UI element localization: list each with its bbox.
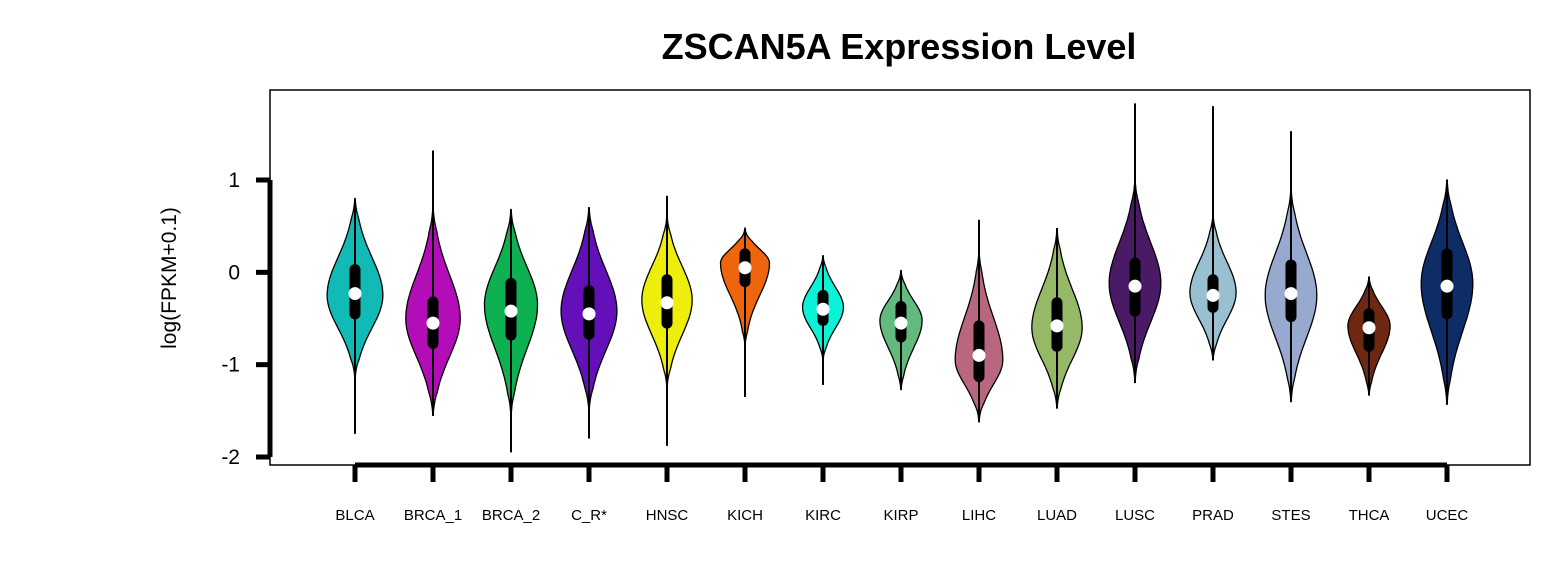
- x-tick-label: KIRP: [883, 507, 918, 524]
- violin-lihc: [954, 219, 1004, 423]
- x-tick-label: THCA: [1349, 507, 1390, 524]
- violin-median: [894, 316, 908, 330]
- violin-kirp: [879, 269, 923, 391]
- x-tick-label: BRCA_1: [404, 507, 462, 524]
- x-axis: BLCA BRCA_1 BRCA_2 C_R* HNSC KICH KIRC KIRP LIHC…: [335, 462, 1469, 524]
- violin-stes: [1264, 131, 1318, 403]
- x-tick-label: STES: [1271, 507, 1310, 524]
- x-tick-label: LUAD: [1037, 507, 1077, 524]
- y-tick-label: 1: [228, 169, 240, 192]
- violin-lusc: [1108, 103, 1162, 384]
- violin-median: [1206, 288, 1220, 302]
- x-tick-label: KICH: [727, 507, 763, 524]
- x-tick-label: PRAD: [1192, 507, 1234, 524]
- violin-median: [660, 296, 674, 310]
- violin-prad: [1189, 106, 1237, 361]
- violin-median: [972, 348, 986, 362]
- x-tick-label: BRCA_2: [482, 507, 540, 524]
- y-tick-label: 0: [228, 261, 240, 284]
- x-tick-label: BLCA: [335, 507, 374, 524]
- violin-luad: [1031, 228, 1083, 409]
- violin-median: [816, 302, 830, 316]
- violin-median: [1128, 279, 1142, 293]
- violin-kirc: [801, 255, 845, 385]
- violin-hnsc: [641, 195, 693, 446]
- violin-blca: [326, 197, 384, 434]
- y-axis-label: log(FPKM+0.1): [158, 207, 181, 349]
- x-tick-label: LUSC: [1115, 507, 1155, 524]
- x-tick-label: HNSC: [646, 507, 689, 524]
- x-tick-label: KIRC: [805, 507, 841, 524]
- violin-median: [504, 304, 518, 318]
- violin-brca1: [405, 150, 461, 417]
- violin-brca2: [483, 208, 539, 453]
- violin-cr: [560, 207, 618, 439]
- y-axis: 1 0 -1 -2: [221, 169, 273, 469]
- chart-title: ZSCAN5A Expression Level: [662, 26, 1137, 67]
- violin-kich: [719, 227, 771, 397]
- violin-median: [348, 287, 362, 301]
- x-tick-label: C_R*: [571, 507, 607, 524]
- violin-median: [1284, 287, 1298, 301]
- violin-median: [738, 261, 752, 275]
- y-tick-label: -2: [221, 446, 240, 469]
- violins-group: [326, 103, 1474, 453]
- y-tick-label: -1: [221, 354, 240, 377]
- violin-median: [1362, 321, 1376, 335]
- x-tick-label: LIHC: [962, 507, 996, 524]
- violin-thca: [1347, 276, 1391, 396]
- violin-ucec: [1420, 179, 1474, 406]
- violin-median: [582, 307, 596, 321]
- x-tick-label: UCEC: [1426, 507, 1469, 524]
- violin-median: [1050, 319, 1064, 333]
- violin-median: [426, 316, 440, 330]
- violin-median: [1440, 279, 1454, 293]
